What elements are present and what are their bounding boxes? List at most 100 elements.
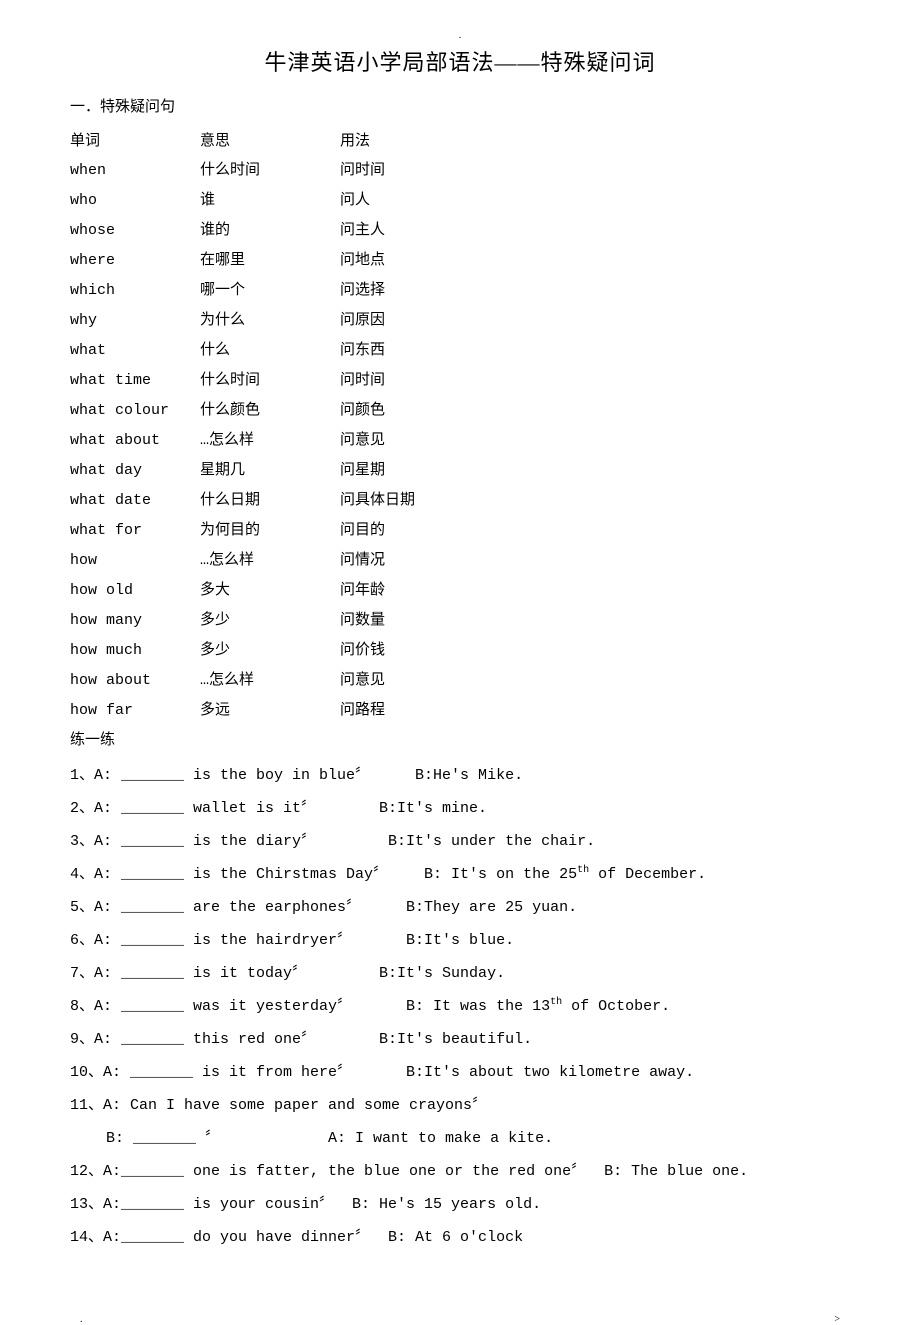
vocab-meaning: 什么颜色 <box>200 396 340 426</box>
section-heading: 一．特殊疑问句 <box>70 95 850 116</box>
vocab-row: what about…怎么样问意见 <box>70 426 850 456</box>
exercise-line: 7、A: _______ is it today〞 B:It's Sunday. <box>70 957 850 990</box>
vocab-word: how about <box>70 666 200 696</box>
vocab-word: what <box>70 336 200 366</box>
exercise-line: 8、A: _______ was it yesterday〞 B: It was… <box>70 990 850 1023</box>
vocab-meaning: 多少 <box>200 636 340 666</box>
vocab-usage: 问星期 <box>340 456 850 486</box>
vocab-usage: 问选择 <box>340 276 850 306</box>
vocab-usage: 问数量 <box>340 606 850 636</box>
vocab-usage: 问东西 <box>340 336 850 366</box>
vocab-meaning: …怎么样 <box>200 546 340 576</box>
vocab-row: how about…怎么样问意见 <box>70 666 850 696</box>
vocab-word: how far <box>70 696 200 726</box>
exercise-line: 14、A:_______ do you have dinner〞 B: At 6… <box>70 1221 850 1254</box>
vocab-row: how many多少问数量 <box>70 606 850 636</box>
vocab-meaning: 多远 <box>200 696 340 726</box>
vocab-row: how much多少问价钱 <box>70 636 850 666</box>
vocab-usage: 问年龄 <box>340 576 850 606</box>
vocab-row: what什么问东西 <box>70 336 850 366</box>
vocab-meaning: 多大 <box>200 576 340 606</box>
vocab-usage: 问时间 <box>340 366 850 396</box>
exercise-line: 2、A: _______ wallet is it〞 B:It's mine. <box>70 792 850 825</box>
vocab-row: how far多远问路程 <box>70 696 850 726</box>
vocab-row: how…怎么样问情况 <box>70 546 850 576</box>
vocab-usage: 问价钱 <box>340 636 850 666</box>
vocab-word: which <box>70 276 200 306</box>
vocab-meaning: 谁 <box>200 186 340 216</box>
vocab-usage: 问意见 <box>340 666 850 696</box>
footer-right: > <box>834 1314 840 1325</box>
vocab-usage: 问主人 <box>340 216 850 246</box>
vocab-row: how old多大问年龄 <box>70 576 850 606</box>
header-word: 单词 <box>70 126 200 156</box>
vocab-row: when什么时间问时间 <box>70 156 850 186</box>
vocab-word: when <box>70 156 200 186</box>
vocab-meaning: 为什么 <box>200 306 340 336</box>
footer-left: . <box>80 1314 83 1325</box>
vocab-meaning: 什么时间 <box>200 366 340 396</box>
vocab-meaning: …怎么样 <box>200 426 340 456</box>
vocab-word: where <box>70 246 200 276</box>
practice-label: 练一练 <box>70 728 850 749</box>
vocab-meaning: 哪一个 <box>200 276 340 306</box>
vocab-row: who谁问人 <box>70 186 850 216</box>
vocab-meaning: 多少 <box>200 606 340 636</box>
vocab-row: what date什么日期问具体日期 <box>70 486 850 516</box>
exercise-line: 1、A: _______ is the boy in blue〞 B:He's … <box>70 759 850 792</box>
vocab-word: what day <box>70 456 200 486</box>
vocab-row: what time什么时间问时间 <box>70 366 850 396</box>
exercise-line: 13、A:_______ is your cousin〞 B: He's 15 … <box>70 1188 850 1221</box>
document-title: 牛津英语小学局部语法——特殊疑问词 <box>70 45 850 77</box>
vocab-usage: 问人 <box>340 186 850 216</box>
exercise-line: B: _______ 〞 A: I want to make a kite. <box>70 1122 850 1155</box>
vocab-meaning: …怎么样 <box>200 666 340 696</box>
exercise-line: 4、A: _______ is the Chirstmas Day〞 B: It… <box>70 858 850 891</box>
document-page: . 牛津英语小学局部语法——特殊疑问词 一．特殊疑问句 单词 意思 用法 whe… <box>0 0 920 1294</box>
vocab-usage: 问情况 <box>340 546 850 576</box>
vocab-usage: 问具体日期 <box>340 486 850 516</box>
vocab-usage: 问意见 <box>340 426 850 456</box>
vocab-word: what colour <box>70 396 200 426</box>
vocab-word: how old <box>70 576 200 606</box>
vocab-word: how much <box>70 636 200 666</box>
vocab-word: why <box>70 306 200 336</box>
vocab-meaning: 什么时间 <box>200 156 340 186</box>
exercise-line: 12、A:_______ one is fatter, the blue one… <box>70 1155 850 1188</box>
vocab-row: what colour什么颜色问颜色 <box>70 396 850 426</box>
vocab-word: what time <box>70 366 200 396</box>
exercise-line: 11、A: Can I have some paper and some cra… <box>70 1089 850 1122</box>
vocab-header-row: 单词 意思 用法 <box>70 126 850 156</box>
vocab-word: what date <box>70 486 200 516</box>
vocab-word: who <box>70 186 200 216</box>
vocab-meaning: 在哪里 <box>200 246 340 276</box>
vocab-row: where在哪里问地点 <box>70 246 850 276</box>
vocab-row: which哪一个问选择 <box>70 276 850 306</box>
exercise-line: 3、A: _______ is the diary〞 B:It's under … <box>70 825 850 858</box>
vocab-word: what about <box>70 426 200 456</box>
vocab-word: what for <box>70 516 200 546</box>
vocab-row: what day星期几问星期 <box>70 456 850 486</box>
vocab-row: whose谁的问主人 <box>70 216 850 246</box>
vocab-row: what for为何目的问目的 <box>70 516 850 546</box>
header-usage: 用法 <box>340 126 850 156</box>
exercise-line: 9、A: _______ this red one〞 B:It's beauti… <box>70 1023 850 1056</box>
vocab-meaning: 为何目的 <box>200 516 340 546</box>
vocab-meaning: 什么日期 <box>200 486 340 516</box>
vocab-usage: 问路程 <box>340 696 850 726</box>
vocab-meaning: 星期几 <box>200 456 340 486</box>
vocab-usage: 问原因 <box>340 306 850 336</box>
vocab-usage: 问时间 <box>340 156 850 186</box>
vocab-meaning: 谁的 <box>200 216 340 246</box>
vocab-usage: 问地点 <box>340 246 850 276</box>
vocab-usage: 问颜色 <box>340 396 850 426</box>
header-meaning: 意思 <box>200 126 340 156</box>
vocab-row: why为什么问原因 <box>70 306 850 336</box>
exercise-line: 10、A: _______ is it from here〞 B:It's ab… <box>70 1056 850 1089</box>
exercise-list: 1、A: _______ is the boy in blue〞 B:He's … <box>70 759 850 1254</box>
vocab-table: when什么时间问时间who谁问人whose谁的问主人where在哪里问地点wh… <box>70 156 850 726</box>
exercise-line: 5、A: _______ are the earphones〞 B:They a… <box>70 891 850 924</box>
vocab-usage: 问目的 <box>340 516 850 546</box>
page-footer: . > <box>0 1314 920 1325</box>
top-marker: . <box>70 30 850 41</box>
